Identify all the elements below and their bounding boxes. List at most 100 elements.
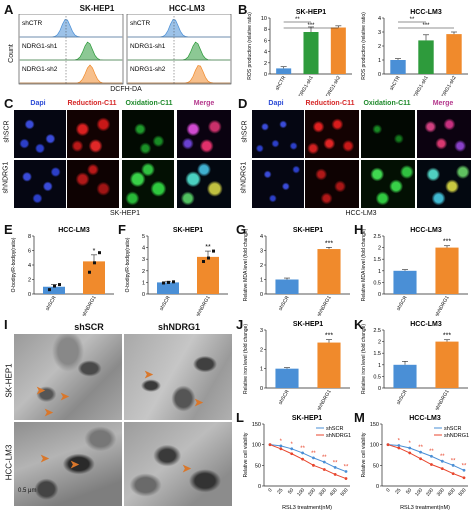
chart-bar — [435, 341, 459, 388]
chart-title: HCC-LM3 — [410, 227, 442, 234]
chart-y-tick-label: 0 — [142, 292, 145, 298]
panel-label-e: E — [4, 222, 13, 237]
chart-y-tick-label: 10 — [261, 16, 267, 22]
chart-x-tick-label: 200 — [425, 487, 435, 497]
chart-significance: *** — [307, 23, 315, 29]
panel-label-m: M — [354, 410, 365, 425]
panel-label-h: H — [354, 222, 364, 237]
chart-significance: ** — [295, 17, 300, 23]
panel-d-oxidation-shscr-image — [361, 110, 415, 158]
chart-x-tick-label: shSCR — [396, 389, 409, 406]
chart-data-point — [419, 450, 422, 454]
arrow-icon: ➤ — [44, 407, 54, 419]
chart-y-tick-label: 8 — [264, 27, 267, 33]
chart-y-tick-label: 0.5 — [373, 374, 381, 380]
chart-data-point — [312, 463, 315, 467]
panel-c-fluorescence: Dapi Reduction-C11 Oxidation-C11 Merge s… — [0, 96, 236, 220]
panel-c-col-merge: Merge — [193, 100, 215, 107]
panel-c-col-reduction: Reduction-C11 — [67, 100, 117, 107]
chart-data-point — [333, 473, 337, 476]
chart-significance: ** — [311, 451, 316, 457]
chart-y-tick-label: 3 — [378, 30, 381, 36]
chart-bar — [276, 68, 292, 74]
panel-i-tem-shscr-sk-hep1-image: ➤ ➤ ➤ — [14, 334, 122, 420]
chart-data-point — [322, 468, 326, 471]
chart-y-tick-label: 0 — [264, 72, 267, 78]
panel-label-f: F — [118, 222, 126, 237]
chart-b-sk-hep1: SK-HEP1 ROS production (relative ratio) 0 2… — [247, 9, 352, 96]
chart-ylabel: Relative iron level (fold change) — [243, 324, 249, 394]
panel-d-row-shscr: shSCR — [241, 120, 249, 143]
chart-x-tick-label: 100 — [414, 487, 424, 497]
chart-series-line — [387, 444, 465, 471]
chart-y-tick-label: 0 — [376, 484, 379, 490]
chart-x-tick-label: 400 — [329, 487, 339, 497]
chart-significance: *** — [325, 333, 333, 340]
chart-y-tick-label: 1.5 — [373, 351, 381, 357]
panel-d-merge-shscr-image — [417, 110, 471, 158]
chart-y-tick-label: 0 — [260, 292, 263, 298]
chart-data-point — [462, 468, 466, 472]
chart-y-tick-label: 150 — [252, 422, 261, 428]
panel-i-col-shscr: shSCR — [74, 322, 104, 332]
chart-significance: ** — [333, 460, 338, 466]
panel-d-merge-shndrg1-image — [417, 160, 471, 208]
chart-bar — [446, 34, 462, 74]
chart-y-tick-label: 2 — [142, 269, 145, 275]
chart-data-point — [322, 460, 326, 464]
chart-data-point — [344, 477, 348, 480]
chart-y-tick-label: 3 — [260, 328, 263, 334]
chart-data-point — [430, 463, 433, 466]
chart-bar — [393, 364, 417, 388]
histogram-row-label: NDRG1-sh2 — [130, 66, 166, 73]
chart-bar — [275, 279, 299, 294]
chart-data-point — [301, 457, 304, 461]
chart-title: HCC-LM3 — [410, 321, 442, 328]
chart-data-point — [98, 251, 101, 255]
panel-i-tem-shndrg1-hcc-lm3-image: ➤ — [124, 422, 232, 506]
chart-x-tick-label: shNDRG1 — [434, 295, 451, 316]
chart-significance: ** — [322, 455, 327, 461]
panel-c-row-shndrg1: shNDRG1 — [2, 161, 10, 194]
panel-d-col-dapi: Dapi — [268, 100, 284, 107]
chart-series-line — [387, 444, 465, 479]
chart-title: HCC-LM3 — [58, 227, 90, 234]
panel-a-left-title: SK-HEP1 — [79, 4, 115, 13]
chart-y-tick-label: 1 — [260, 278, 263, 284]
chart-data-point — [212, 249, 215, 253]
chart-significance: ** — [410, 17, 415, 23]
chart-significance: *** — [422, 23, 430, 29]
chart-significance: * — [398, 438, 401, 444]
chart-x-tick-label: 100 — [296, 487, 306, 497]
panel-c-merge-shndrg1-image — [177, 160, 231, 208]
chart-y-tick-label: 4 — [264, 50, 267, 56]
chart-data-point — [279, 447, 283, 451]
chart-y-tick-label: 0.5 — [373, 280, 381, 286]
chart-y-tick-label: 2.5 — [373, 328, 381, 334]
chart-y-tick-label: 0 — [28, 292, 31, 298]
arrow-icon: ➤ — [36, 385, 46, 397]
chart-xlabel: RSL3 treatment(nM) — [400, 505, 450, 511]
panel-i-tem: shSCR shNDRG1 SK-HEP1 HCC-LM3 ➤ ➤ ➤ ➤ ➤ … — [0, 318, 236, 513]
chart-y-tick-label: 100 — [370, 443, 379, 449]
chart-bar — [393, 270, 417, 294]
chart-data-point — [290, 447, 294, 451]
chart-y-tick-label: 4 — [260, 234, 263, 240]
panel-a-histograms: SK-HEP1 HCC-LM3 Count DCFH-DA shCTR NDRG1… — [0, 0, 236, 96]
panel-a-histogram-svg: shCTR NDRG1-sh1 NDRG1-sh2 shCTR NDRG1-sh1 NDR… — [18, 14, 232, 85]
chart-bar — [317, 342, 341, 388]
chart-data-point — [279, 444, 283, 448]
chart-bar — [43, 286, 65, 294]
chart-ylabel: Relative cell viability — [361, 432, 367, 477]
chart-x-tick-label: 500 — [340, 487, 350, 497]
arrow-icon: ➤ — [70, 459, 80, 471]
chart-j: SK-HEP1 Relative iron level (fold change)… — [243, 321, 350, 410]
chart-legend-label: shSCR — [444, 426, 461, 432]
chart-data-point — [333, 466, 337, 469]
chart-y-tick-label: 4 — [378, 16, 381, 22]
chart-y-tick-label: 150 — [370, 422, 379, 428]
panel-label-d: D — [238, 96, 248, 111]
histogram-frame — [18, 14, 124, 85]
chart-f: SK-HEP1 O-bodipy/R-bodipy(ratio) 0 1 2 3 4 5 shS… — [125, 227, 228, 316]
panel-i-row-sk-hep1: SK-HEP1 — [4, 363, 14, 398]
